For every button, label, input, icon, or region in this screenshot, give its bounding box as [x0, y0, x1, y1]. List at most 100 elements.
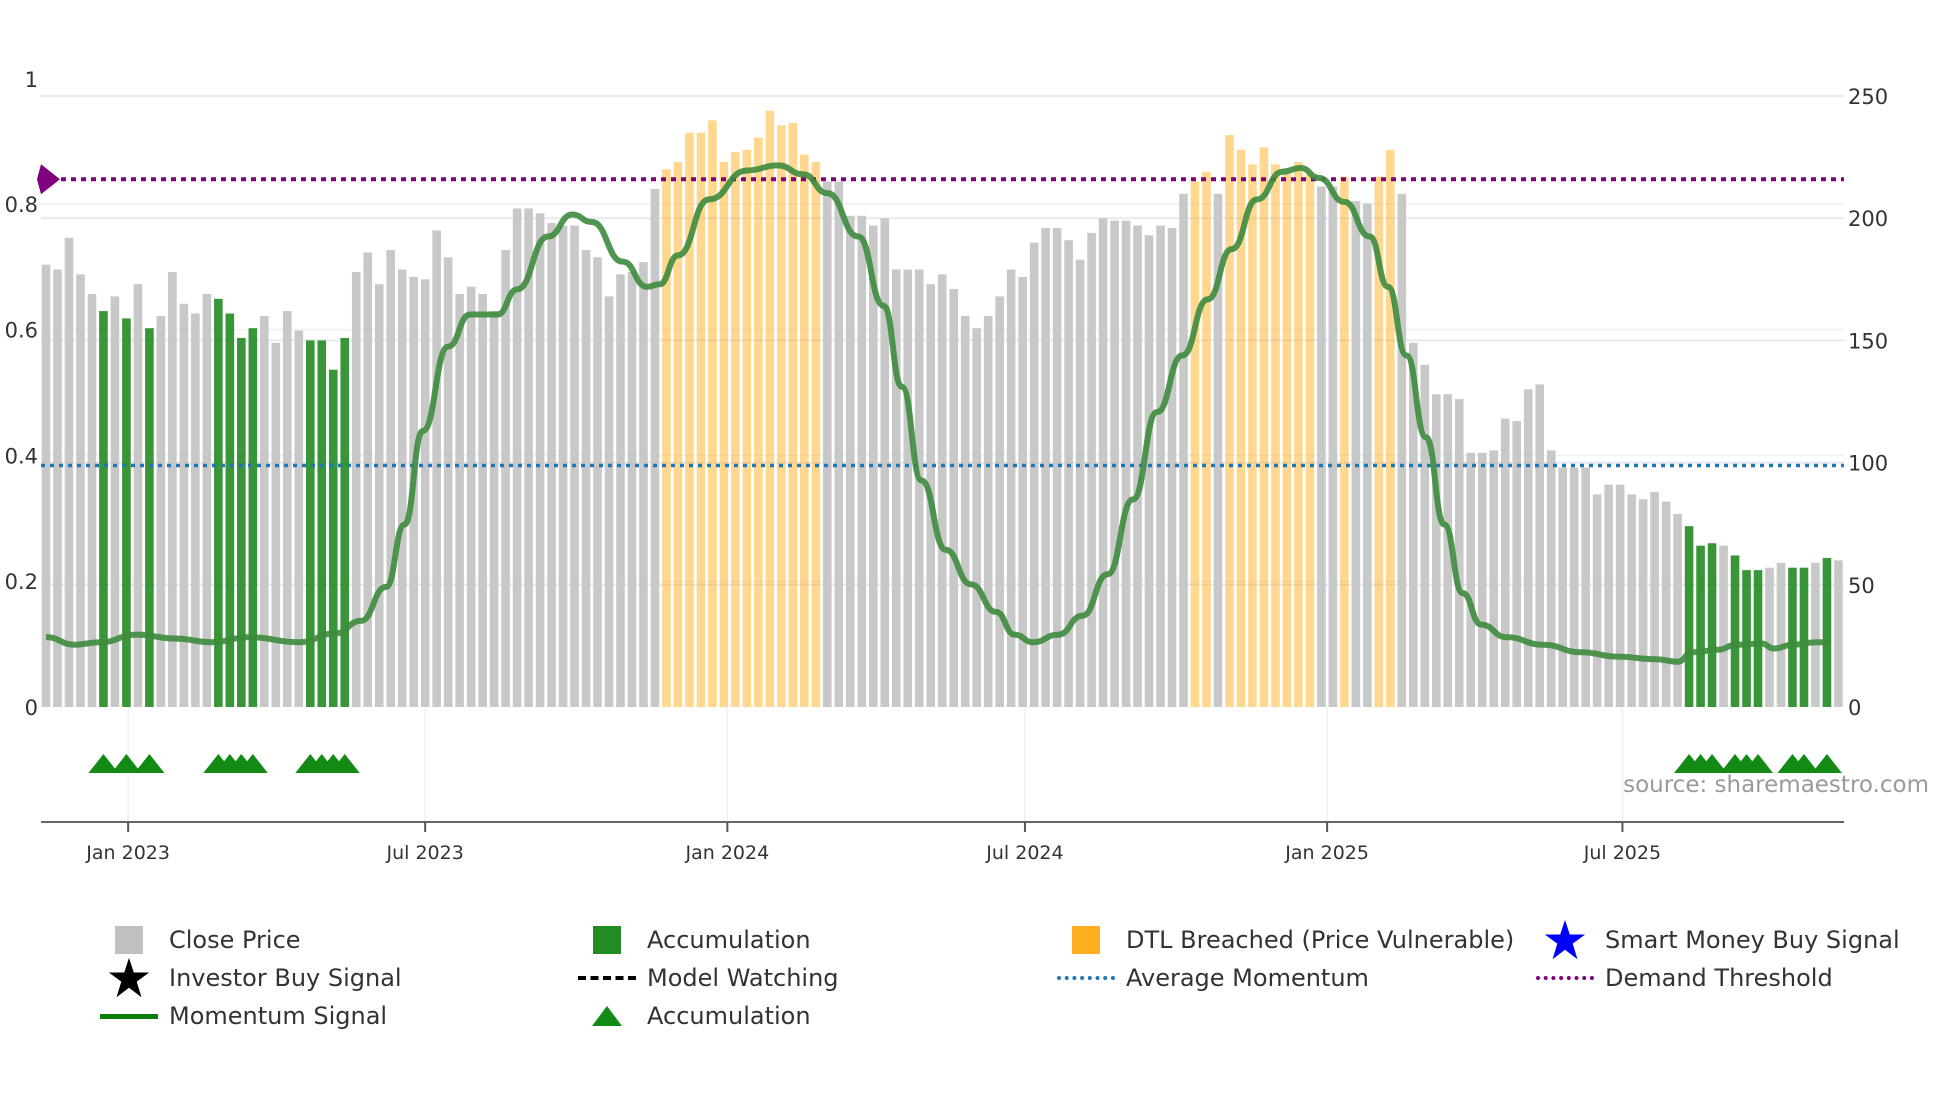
close-price-bar	[294, 330, 304, 707]
dtl-breached-bar	[800, 154, 809, 707]
accumulation-triangle-icon	[1697, 754, 1728, 773]
dtl-breached-bar	[1259, 147, 1269, 708]
accumulation-bar	[1730, 555, 1740, 707]
accumulation-bar	[1822, 557, 1832, 707]
close-price-bar	[351, 271, 361, 707]
close-price-bar	[1719, 545, 1728, 707]
left-axis-tick-label: 0.4	[5, 444, 38, 468]
accumulation-bar	[328, 369, 338, 707]
close-price-bar	[489, 311, 499, 707]
close-price-bar	[1638, 499, 1648, 707]
close-price-bar	[914, 269, 924, 707]
accumulation-bar	[225, 313, 235, 707]
close-price-bar	[1064, 240, 1073, 708]
close-price-bar	[512, 208, 522, 707]
close-price-bar	[960, 315, 970, 707]
accumulation-triangle-icon	[1743, 754, 1774, 773]
accumulation-bar	[1696, 545, 1705, 707]
dtl-breached-bar	[754, 137, 763, 708]
accumulation-bar	[1799, 567, 1809, 707]
accumulation-bar	[145, 328, 154, 707]
dtl-breached-bar	[719, 161, 729, 707]
close-price-bar	[1811, 562, 1820, 707]
close-price-bar	[1397, 193, 1407, 707]
close-price-bar	[156, 315, 166, 707]
close-price-bar	[949, 289, 959, 707]
close-price-bar	[1087, 232, 1096, 707]
dtl-breached-bar	[1248, 164, 1257, 707]
close-price-bar	[1409, 342, 1418, 707]
close-price-bar	[1144, 235, 1154, 708]
dtl-breached-bar	[811, 161, 821, 707]
right-axis-tick-label: 150	[1848, 329, 1888, 353]
close-price-bar	[374, 284, 384, 707]
close-price-bar	[581, 249, 591, 708]
dtl-breached-bar	[1305, 174, 1315, 707]
close-price-bar	[466, 286, 476, 707]
close-price-bar	[202, 293, 212, 707]
right-axis-tick-label: 200	[1848, 207, 1888, 231]
close-price-bar	[1328, 186, 1338, 708]
right-axis-tick-label: 100	[1848, 452, 1888, 476]
accumulation-triangle-icon	[329, 754, 360, 773]
x-axis-tick-label: Jul 2024	[985, 842, 1063, 864]
left-axis-tick-label: 0.2	[5, 570, 38, 594]
close-price-bar	[972, 328, 981, 707]
close-price-bar	[983, 315, 993, 707]
accumulation-bar	[122, 318, 131, 707]
accumulation-bar	[1753, 570, 1763, 707]
dtl-breached-bar	[1271, 164, 1280, 707]
close-price-bar	[995, 296, 1004, 707]
close-price-bar	[1615, 484, 1625, 707]
left-axis-tick-label: 0	[25, 696, 38, 720]
close-price-bar	[1834, 560, 1843, 707]
dtl-breached-bar	[1282, 174, 1292, 707]
close-price-bar	[432, 230, 441, 708]
dtl-breached-bar	[777, 125, 786, 707]
close-price-bar	[823, 181, 832, 708]
close-price-bar	[1098, 218, 1108, 707]
dtl-breached-bar	[765, 110, 775, 707]
close-price-bar	[1431, 394, 1441, 707]
close-price-bar	[1661, 501, 1671, 707]
close-price-bar	[1006, 269, 1016, 707]
close-price-bar	[604, 296, 614, 707]
accumulation-bar	[1788, 567, 1797, 707]
close-price-bar	[1213, 193, 1223, 707]
right-axis-tick-label: 50	[1848, 574, 1875, 598]
close-price-bar	[846, 215, 855, 708]
dtl-breached-bar	[1236, 149, 1246, 707]
dtl-breached-bar	[1374, 176, 1384, 708]
close-price-bar	[535, 213, 545, 707]
left-axis-tick-label: 0.8	[5, 193, 38, 217]
close-price-bar	[937, 274, 947, 707]
momentum-signal-line	[45, 162, 1831, 665]
close-price-bar	[363, 252, 373, 707]
accumulation-bar	[305, 340, 315, 707]
close-price-bar	[455, 293, 464, 707]
close-price-bar	[1569, 467, 1579, 707]
dtl-breached-bar	[662, 169, 671, 707]
close-price-bar	[1420, 364, 1430, 707]
dtl-breached-bar	[1294, 161, 1303, 707]
close-price-bar	[1765, 567, 1774, 707]
accumulation-triangle-icon	[1788, 754, 1819, 773]
dtl-breached-bar	[708, 120, 717, 707]
close-price-bar	[1179, 193, 1188, 707]
demand-threshold-marker-icon	[37, 164, 60, 195]
close-price-bar	[282, 311, 292, 707]
close-price-bar	[1558, 467, 1567, 707]
close-price-bar	[1500, 418, 1510, 707]
close-price-bar	[1523, 389, 1533, 707]
close-price-bar	[1167, 227, 1177, 707]
close-price-bar	[880, 218, 890, 707]
close-price-bar	[547, 223, 556, 707]
close-price-bar	[1581, 467, 1590, 707]
close-price-bar	[191, 313, 200, 707]
close-price-bar	[891, 269, 901, 707]
close-price-bar	[1546, 450, 1556, 707]
close-price-bar	[1466, 452, 1476, 707]
x-axis-tick-label: Jan 2024	[685, 842, 770, 864]
close-price-bar	[53, 269, 62, 707]
accumulation-bar	[1684, 526, 1694, 707]
